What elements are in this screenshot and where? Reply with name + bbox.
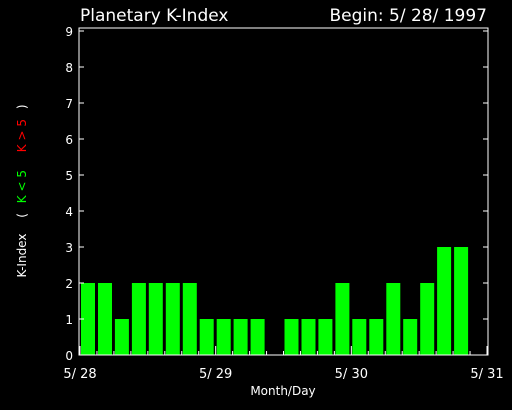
y-axis-label-main: K-Index xyxy=(15,234,29,278)
k-index-bar xyxy=(403,319,418,355)
y-axis-label-high: K > 5 xyxy=(15,119,29,152)
k-index-bar xyxy=(352,319,367,355)
k-index-bar xyxy=(284,319,299,355)
x-tick-label: 5/ 28 xyxy=(63,367,96,382)
k-index-bar xyxy=(98,283,112,355)
chart-title: Planetary K-Index xyxy=(80,6,228,26)
y-tick-label: 2 xyxy=(65,277,73,291)
k-index-bar xyxy=(165,283,180,355)
k-index-bar xyxy=(216,319,231,355)
k-index-bar xyxy=(386,283,401,355)
y-axis-label: K-Index ( K < 5 K > 5 ) xyxy=(15,104,29,277)
k-index-bar xyxy=(301,319,316,355)
y-axis-label-open-paren: ( xyxy=(15,213,29,218)
x-axis-label: Month/Day xyxy=(250,384,315,398)
k-index-bar xyxy=(182,283,197,355)
k-index-bar xyxy=(318,319,333,355)
y-tick-label: 8 xyxy=(65,61,73,75)
y-tick-label: 0 xyxy=(65,349,73,363)
k-index-bar xyxy=(369,319,384,355)
x-tick-label: 5/ 29 xyxy=(199,367,232,382)
x-tick-label: 5/ 30 xyxy=(335,367,368,382)
y-axis-label-low: K < 5 xyxy=(15,170,29,203)
y-tick-label: 5 xyxy=(65,169,73,183)
bars-group xyxy=(81,247,469,355)
y-tick-label: 6 xyxy=(65,133,73,147)
begin-date-label: Begin: 5/ 28/ 1997 xyxy=(329,6,487,26)
k-index-bar xyxy=(233,319,248,355)
k-index-bar xyxy=(437,247,452,355)
y-axis-label-close-paren: ) xyxy=(15,104,29,109)
svg-text:K-Index ( K < 5: K-Index ( K < 5 K > 5 ) xyxy=(15,104,29,277)
k-index-bar xyxy=(131,283,146,355)
y-tick-label: 7 xyxy=(65,97,73,111)
y-tick-label: 9 xyxy=(65,25,73,39)
y-tick-label: 1 xyxy=(65,313,73,327)
y-ticks-group: 0 1 2 3 4 5 6 7 8 9 xyxy=(65,25,488,363)
k-index-bar xyxy=(335,283,350,355)
k-index-bar xyxy=(114,319,129,355)
k-index-bar xyxy=(148,283,163,355)
x-tick-label: 5/ 31 xyxy=(470,367,503,382)
k-index-bar xyxy=(81,283,95,355)
y-tick-label: 3 xyxy=(65,241,73,255)
k-index-bar xyxy=(199,319,214,355)
x-ticks-group: 5/ 28 5/ 29 5/ 30 5/ 31 xyxy=(63,346,504,382)
y-tick-label: 4 xyxy=(65,205,73,219)
k-index-bar xyxy=(250,319,265,355)
plot-frame xyxy=(78,27,489,356)
k-index-bar xyxy=(454,247,469,355)
k-index-bar xyxy=(420,283,435,355)
